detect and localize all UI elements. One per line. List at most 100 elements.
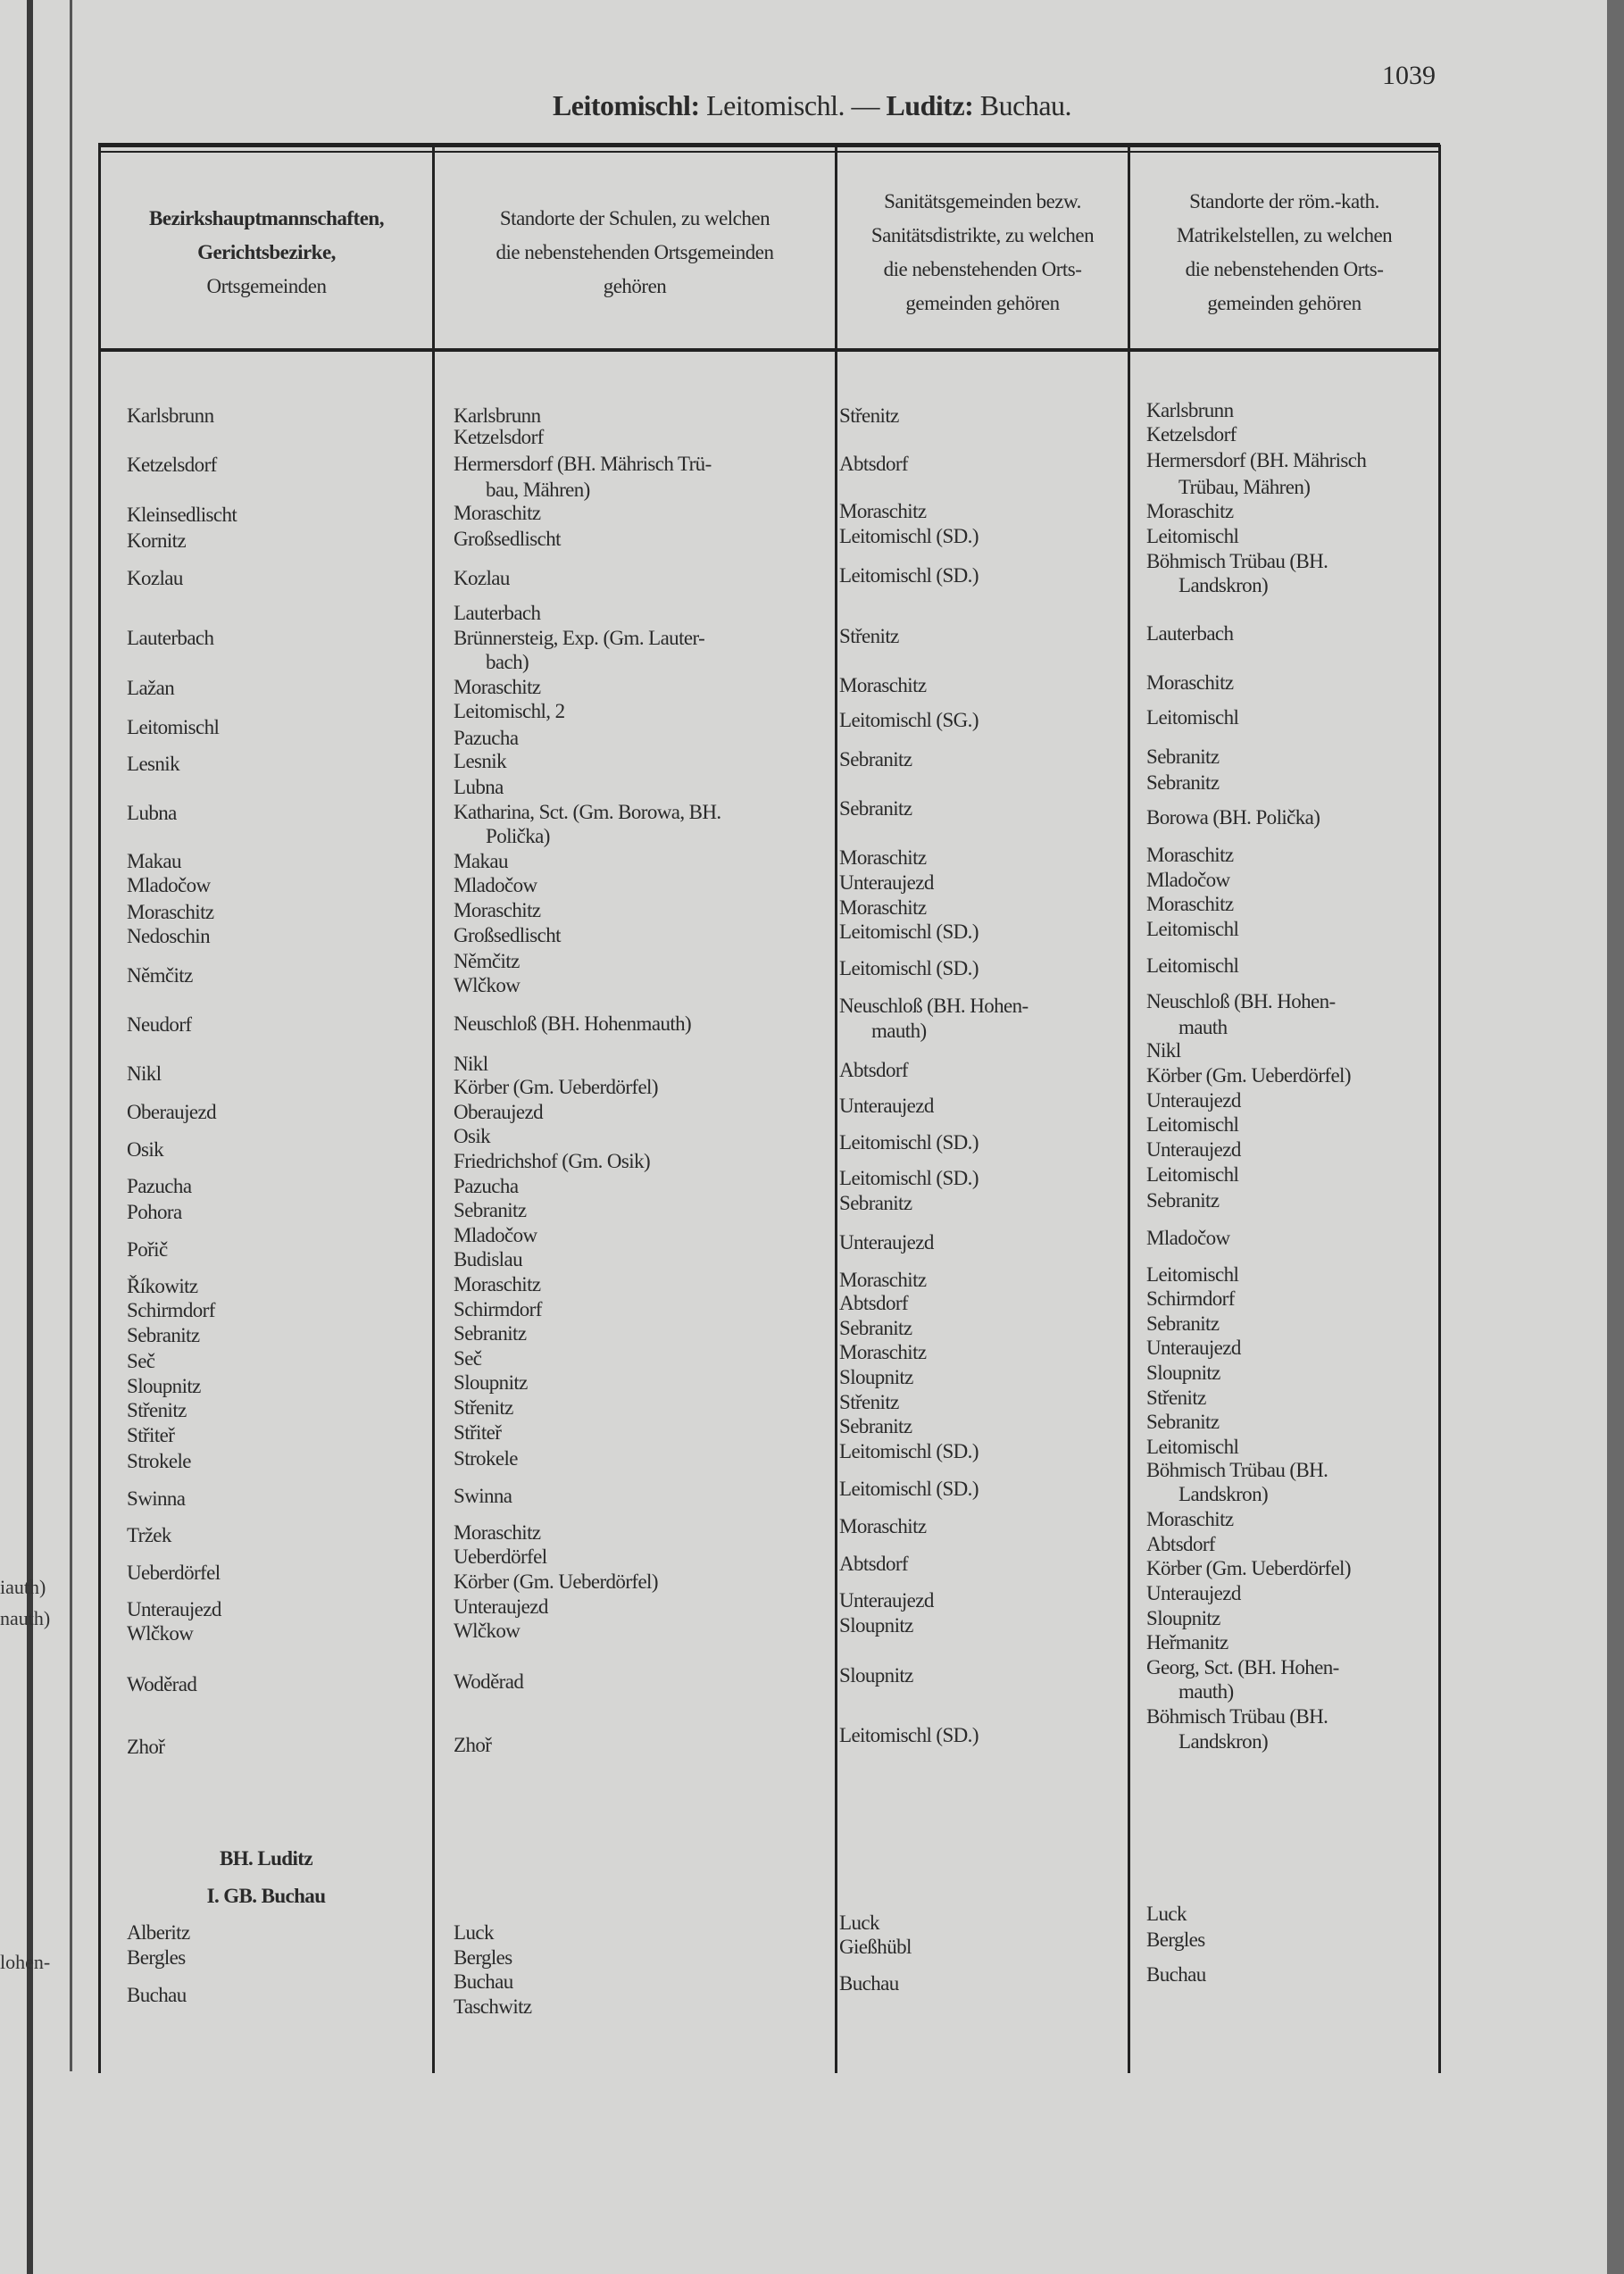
col1-entry: Neudorf [127,1013,192,1036]
court-district-heading: I. GB. Buchau [206,1885,326,1907]
col1-entry: Leitomischl [127,716,220,738]
col4-entry: Abtsdorf [1146,1533,1216,1555]
col1-entry: Schirmdorf [127,1299,215,1321]
col2-entry: Makau [454,850,508,872]
col4-entry: Ketzelsdorf [1146,423,1237,446]
col3-entry: Leitomischl (SD.) [839,525,979,547]
header-text: gemeinden gehören [905,291,1060,314]
col2-entry: Střiteř [454,1421,502,1444]
col1-entry: Unteraujezd [127,1598,221,1620]
col1-entry: Lesnik [127,753,180,775]
col4-entry: Leitomischl [1146,525,1239,547]
col1-entry: Lauterbach [127,627,214,649]
col3-entry: Leitomischl (SD.) [839,1131,979,1154]
col2-entry: Budislau [454,1248,523,1270]
col2-entry: Lauterbach [454,602,541,624]
col4-entry: Landskron) [1178,1483,1269,1505]
col4-entry: Leitomischl [1146,954,1239,977]
col1-entry: Osik [127,1138,164,1161]
col1-entry: Buchau [127,1984,187,2006]
header-text: Bezirkshauptmannschaften, [149,206,384,229]
col4-entry: Mladočow [1146,869,1230,891]
col4-entry: Sebranitz [1146,1312,1220,1335]
col2-entry: Unteraujezd [454,1595,548,1618]
col2-entry: Sloupnitz [454,1371,528,1394]
header-text: die nebenstehenden Orts- [1185,257,1384,280]
col2-entry: Katharina, Sct. (Gm. Borowa, BH. [454,801,721,823]
col2-entry: Bergles [454,1946,512,1969]
col3-entry: Střenitz [839,1391,899,1413]
col3-entry: Unteraujezd [839,871,934,894]
col2-entry: Kozlau [454,567,510,589]
col2-entry: Ketzelsdorf [454,426,544,448]
col2-entry: Mladočow [454,874,537,896]
col2-entry: Swinna [454,1485,512,1507]
col4-entry: Sebranitz [1146,1189,1220,1212]
col1-entry: Seč [127,1350,155,1372]
col2-entry: Moraschitz [454,1273,541,1295]
col4-entry: Leitomischl [1146,1113,1239,1136]
col3-entry: Sloupnitz [839,1614,913,1637]
col1-entry: Střenitz [127,1399,187,1421]
col3-entry: Sebranitz [839,1317,912,1339]
header-col2: Standorte der Schulen, zu welchen die ne… [435,156,835,348]
col3-entry: Sloupnitz [839,1664,913,1687]
header-text: Standorte der röm.-kath. [1189,189,1379,212]
column-divider [1128,145,1130,2073]
col3-entry: Moraschitz [839,500,927,522]
col2-entry: Buchau [454,1970,513,1993]
col4-entry: Sebranitz [1146,746,1220,768]
col1-entry: Woděrad [127,1673,197,1695]
col3-entry: Moraschitz [839,1341,927,1363]
col4-entry: Borowa (BH. Polička) [1146,806,1320,829]
col4-entry: Moraschitz [1146,844,1234,866]
col1-entry: Pořič [127,1238,168,1261]
col4-entry: Trübau, Mähren) [1178,476,1311,498]
col4-entry: Unteraujezd [1146,1337,1241,1359]
col4-entry: Leitomischl [1146,1436,1239,1458]
col2-entry: Střenitz [454,1396,513,1419]
col2-entry: Seč [454,1347,482,1370]
header-text: gehören [603,274,667,297]
col3-entry: Leitomischl (SD.) [839,564,979,587]
col1-entry: Strokele [127,1450,191,1472]
col4-entry: Sloupnitz [1146,1607,1220,1629]
col4-entry: Landskron) [1178,1730,1269,1753]
col1-entry: Lažan [127,677,175,699]
col3-entry: Leitomischl (SD.) [839,1724,979,1746]
col2-entry: Lubna [454,776,504,798]
header-text: Matrikelstellen, zu welchen [1176,223,1393,246]
col4-entry: Moraschitz [1146,500,1234,522]
col1-entry: Swinna [127,1487,186,1510]
col2-entry: Karlsbrunn [454,404,541,427]
col1-entry: Kozlau [127,567,183,589]
col4-entry: Sebranitz [1146,771,1220,794]
col2-entry: Schirmdorf [454,1298,542,1320]
col4-entry: Körber (Gm. Ueberdörfel) [1146,1064,1352,1087]
col2-entry: Moraschitz [454,502,541,524]
title-part: Buchau. [973,89,1072,121]
col3-entry: Luck [839,1912,879,1934]
col3-entry: Gießhübl [839,1936,912,1958]
col4-entry: Moraschitz [1146,1508,1234,1530]
header-text: Sanitätsdistrikte, zu welchen [870,223,1095,246]
col2-entry: Wlčkow [454,974,521,996]
col1-entry: Ueberdörfel [127,1562,221,1584]
col2-entry: bach) [486,651,529,673]
col4-entry: Heřmanitz [1146,1631,1228,1653]
adjacent-page-fragment: lohen- [0,1951,51,1973]
col1-entry: Tržek [127,1524,171,1546]
table-top-rule [98,143,1440,147]
column-divider [835,145,837,2073]
page-right-edge [1607,0,1624,2274]
col3-entry: Sebranitz [839,1192,912,1214]
col3-entry: Unteraujezd [839,1589,934,1612]
col4-entry: Neuschloß (BH. Hohen- [1146,990,1336,1012]
col2-entry: Wlčkow [454,1620,521,1642]
col4-entry: Moraschitz [1146,671,1234,694]
col2-entry: Woděrad [454,1670,524,1693]
col3-entry: Sebranitz [839,797,912,820]
col2-entry: Sebranitz [454,1199,527,1221]
col2-entry: Großsedlischt [454,528,562,550]
col4-entry: Unteraujezd [1146,1089,1241,1112]
